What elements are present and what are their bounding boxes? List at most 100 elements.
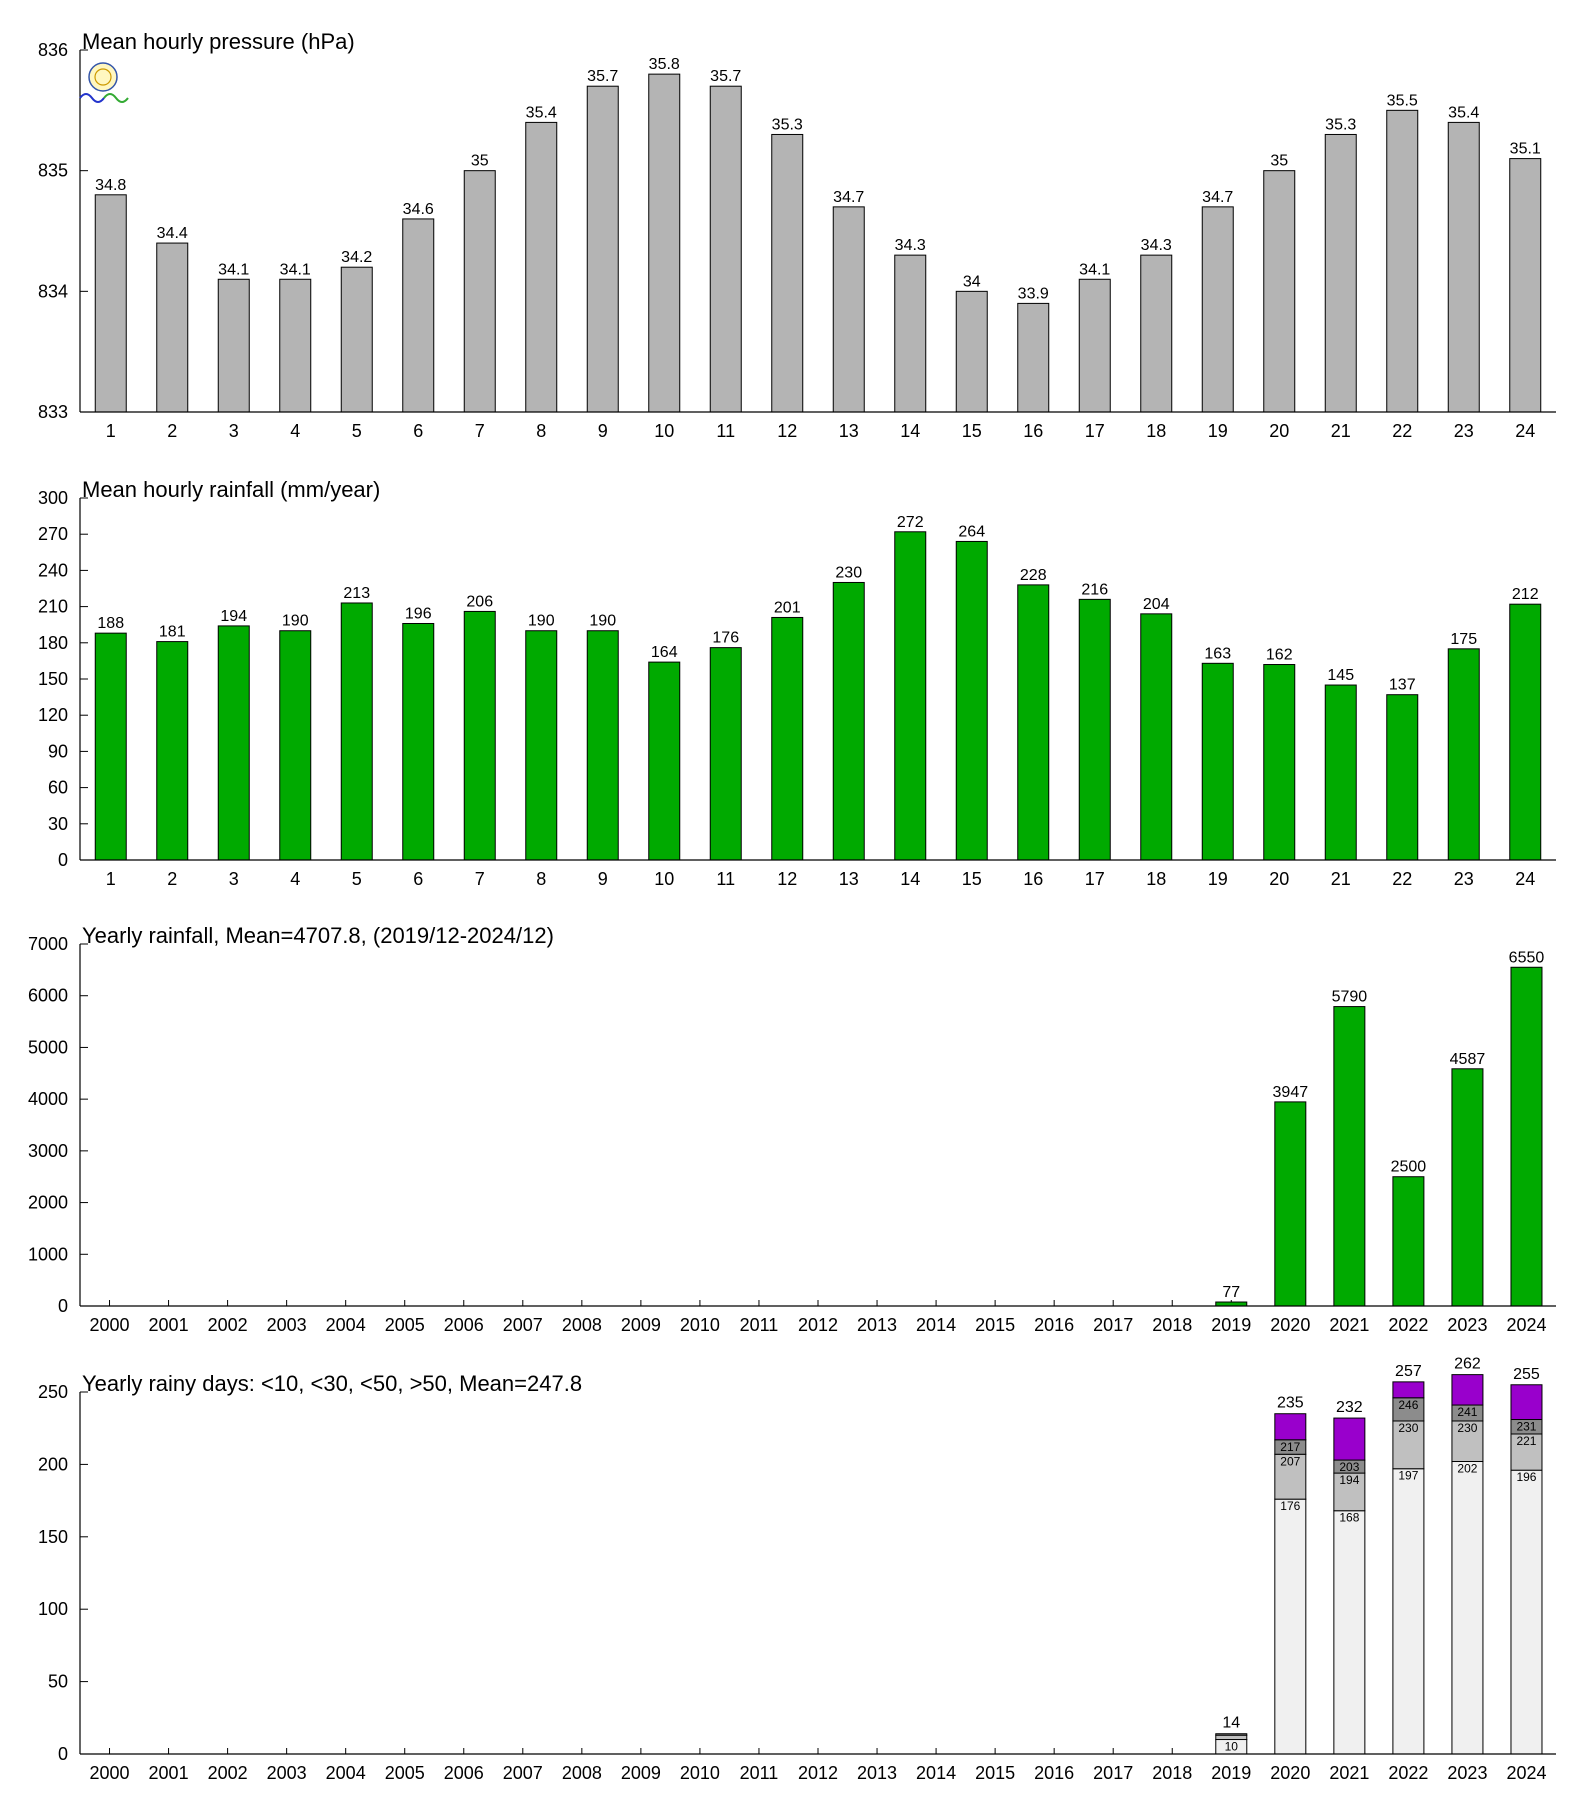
x-tick-label: 2015 xyxy=(975,1763,1015,1783)
bar xyxy=(1324,684,1357,861)
y-tick-label: 300 xyxy=(38,488,68,508)
x-tick-label: 2016 xyxy=(1034,1315,1074,1335)
stack-segment xyxy=(1274,1453,1307,1500)
bar-value-label: 213 xyxy=(343,585,370,602)
bar xyxy=(1451,1068,1484,1307)
x-tick-label: 2021 xyxy=(1329,1763,1369,1783)
stack-segment xyxy=(1333,1510,1366,1755)
bar-value-label: 162 xyxy=(1266,647,1293,664)
x-tick-label: 2009 xyxy=(621,1763,661,1783)
bar xyxy=(1140,254,1173,413)
x-tick-label: 9 xyxy=(598,869,608,889)
x-tick-label: 2020 xyxy=(1270,1315,1310,1335)
bar xyxy=(1263,664,1296,861)
x-tick-label: 13 xyxy=(839,869,859,889)
x-tick-label: 20 xyxy=(1269,421,1289,441)
bar xyxy=(894,531,927,861)
bar xyxy=(648,661,681,861)
x-tick-label: 2003 xyxy=(267,1763,307,1783)
bar-value-label: 264 xyxy=(958,523,985,540)
bar-value-label: 34.1 xyxy=(1079,261,1110,278)
x-tick-label: 2003 xyxy=(267,1315,307,1335)
x-tick-label: 15 xyxy=(962,421,982,441)
stack-segment xyxy=(1333,1417,1366,1461)
bar xyxy=(1447,648,1480,861)
y-tick-label: 30 xyxy=(48,814,68,834)
chart-title: Yearly rainfall, Mean=4707.8, (2019/12-2… xyxy=(82,923,554,948)
bar-value-label: 35.3 xyxy=(772,116,803,133)
bar xyxy=(217,625,250,861)
y-tick-label: 50 xyxy=(48,1672,68,1692)
y-tick-label: 3000 xyxy=(28,1141,68,1161)
x-tick-label: 2007 xyxy=(503,1315,543,1335)
bar xyxy=(1392,1176,1425,1307)
bar-value-label: 6550 xyxy=(1509,949,1545,966)
x-tick-label: 2012 xyxy=(798,1763,838,1783)
y-tick-label: 150 xyxy=(38,1527,68,1547)
y-tick-label: 210 xyxy=(38,597,68,617)
x-tick-label: 21 xyxy=(1331,421,1351,441)
x-tick-label: 2010 xyxy=(680,1315,720,1335)
x-tick-label: 9 xyxy=(598,421,608,441)
x-tick-label: 2011 xyxy=(740,1315,779,1335)
x-tick-label: 16 xyxy=(1023,869,1043,889)
y-tick-label: 240 xyxy=(38,560,68,580)
segment-value-label: 196 xyxy=(1516,1470,1536,1484)
x-tick-label: 10 xyxy=(654,421,674,441)
x-tick-label: 5 xyxy=(352,421,362,441)
segment-value-label: 194 xyxy=(1339,1473,1359,1487)
bar xyxy=(156,242,189,413)
y-tick-label: 250 xyxy=(38,1382,68,1402)
x-tick-label: 2014 xyxy=(916,1763,956,1783)
segment-value-label: 217 xyxy=(1280,1440,1300,1454)
bar xyxy=(463,170,496,413)
bar-value-label: 2500 xyxy=(1391,1159,1427,1176)
x-tick-label: 2023 xyxy=(1447,1315,1487,1335)
bar xyxy=(340,602,373,861)
stack-segment xyxy=(1451,1461,1484,1755)
bar xyxy=(94,632,127,861)
chart-panel-2: Mean hourly rainfall (mm/year)0306090120… xyxy=(38,477,1556,889)
bar-value-label: 35.8 xyxy=(649,56,680,73)
bar-value-label: 201 xyxy=(774,599,801,616)
bar xyxy=(94,194,127,413)
x-tick-label: 2018 xyxy=(1152,1315,1192,1335)
bar-value-label: 35.5 xyxy=(1387,92,1418,109)
bar-value-label: 33.9 xyxy=(1018,285,1049,302)
x-tick-label: 2005 xyxy=(385,1315,425,1335)
bar-value-label: 176 xyxy=(712,630,739,647)
x-tick-label: 8 xyxy=(536,421,546,441)
chart-panel-3: Yearly rainfall, Mean=4707.8, (2019/12-2… xyxy=(28,923,1556,1335)
bar xyxy=(709,647,742,861)
x-tick-label: 22 xyxy=(1392,421,1412,441)
bar xyxy=(771,133,804,413)
x-tick-label: 2 xyxy=(167,421,177,441)
x-tick-label: 6 xyxy=(413,869,423,889)
segment-value-label: 230 xyxy=(1398,1421,1418,1435)
bar xyxy=(1509,603,1542,861)
stack-segment xyxy=(1274,1498,1307,1755)
bar xyxy=(463,610,496,861)
bar xyxy=(1386,694,1419,861)
bar xyxy=(955,540,988,861)
segment-value-label: 10 xyxy=(1225,1740,1239,1754)
x-tick-label: 2000 xyxy=(89,1315,129,1335)
x-tick-label: 2001 xyxy=(149,1763,189,1783)
bar-value-label: 34.7 xyxy=(833,189,864,206)
bar xyxy=(1510,966,1543,1307)
bar-value-label: 35.4 xyxy=(1448,104,1479,121)
y-tick-label: 90 xyxy=(48,741,68,761)
segment-value-label: 176 xyxy=(1280,1499,1300,1513)
bar xyxy=(586,85,619,413)
bar xyxy=(709,85,742,413)
x-tick-label: 14 xyxy=(900,421,920,441)
bar xyxy=(1324,133,1357,413)
x-tick-label: 2008 xyxy=(562,1315,602,1335)
segment-value-label: 203 xyxy=(1339,1460,1359,1474)
bar xyxy=(340,266,373,413)
bar-value-label: 35 xyxy=(1270,153,1288,170)
bar-total-label: 255 xyxy=(1513,1366,1540,1383)
bar xyxy=(1386,109,1419,413)
x-tick-label: 6 xyxy=(413,421,423,441)
x-tick-label: 17 xyxy=(1085,869,1105,889)
